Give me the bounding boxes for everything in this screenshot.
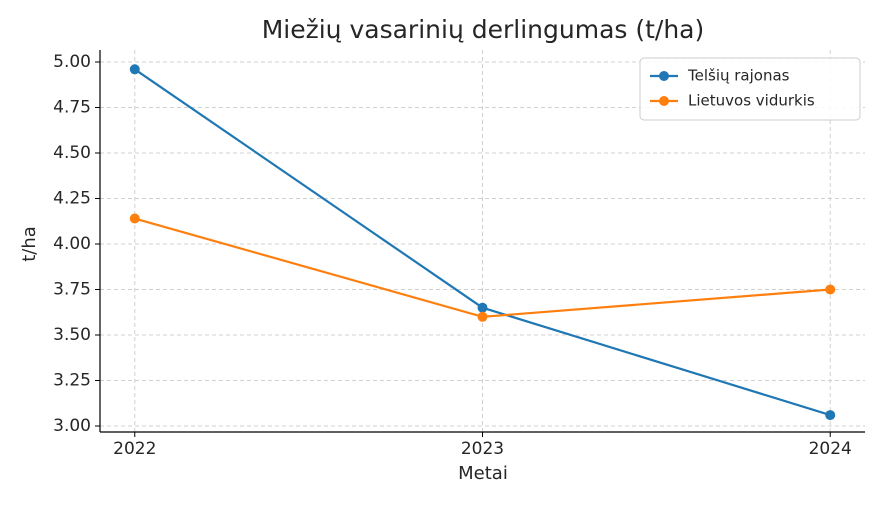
x-tick-label: 2023 (461, 439, 504, 459)
y-axis-label: t/ha (19, 226, 40, 262)
data-point (129, 213, 140, 224)
x-tick-label: 2024 (809, 439, 852, 459)
y-tick-label: 5.00 (53, 52, 91, 72)
y-tick-label: 3.25 (53, 370, 91, 390)
y-tick-label: 3.75 (53, 280, 91, 300)
y-tick-label: 4.25 (53, 189, 91, 209)
legend-label: Telšių rajonas (687, 67, 790, 85)
data-point (825, 410, 836, 421)
legend-label: Lietuvos vidurkis (688, 92, 815, 110)
legend: Telšių rajonas Lietuvos vidurkis (639, 57, 861, 121)
data-point (129, 64, 140, 75)
chart-title: Miežių vasarinių derlingumas (t/ha) (262, 15, 705, 44)
legend-marker (659, 96, 669, 106)
x-axis-label: Metai (458, 463, 508, 484)
y-tick-label: 3.50 (53, 325, 91, 345)
data-point (477, 311, 488, 322)
data-point (477, 302, 488, 313)
y-tick-label: 4.75 (53, 98, 91, 118)
y-tick-label: 3.00 (53, 416, 91, 436)
y-tick-label: 4.50 (53, 143, 91, 163)
x-tick-label: 2022 (113, 439, 156, 459)
legend-marker (659, 71, 669, 81)
legend-box (639, 57, 861, 121)
data-point (825, 284, 836, 295)
y-tick-label: 4.00 (53, 234, 91, 254)
